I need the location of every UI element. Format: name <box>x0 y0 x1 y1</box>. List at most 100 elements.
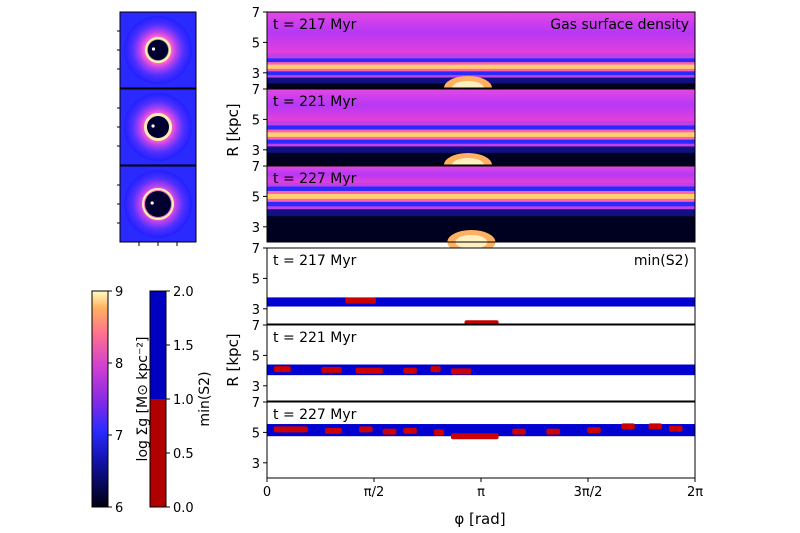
colorbar-tick-label: 9 <box>115 285 123 300</box>
s2-stable-band <box>267 297 695 307</box>
s2-unstable-segment <box>324 427 342 434</box>
y-tick-label: 3 <box>252 67 260 82</box>
gas-time-label: t = 217 Myr <box>273 17 357 33</box>
s2-time-label: t = 221 Myr <box>273 330 357 346</box>
colorbar-tick-label: 8 <box>115 357 123 372</box>
y-tick-label: 5 <box>252 349 260 364</box>
gas-time-label: t = 221 Myr <box>273 94 357 110</box>
y-tick-label: 5 <box>252 426 260 441</box>
gas-colorbar-label: log Σg [M⊙ kpc⁻²] <box>135 337 151 462</box>
y-tick-label: 7 <box>252 160 260 175</box>
gas-colorbar <box>91 290 109 508</box>
y-tick-label: 5 <box>252 272 260 287</box>
s2-unstable-segment <box>430 366 441 373</box>
colorbar-tick-label: 1.0 <box>173 393 194 408</box>
y-tick-label: 3 <box>252 457 260 472</box>
thumbnail-2 <box>117 88 197 166</box>
y-tick-label: 5 <box>252 36 260 51</box>
thumbnail-ring <box>142 188 174 220</box>
s2-panel-frame <box>266 247 696 325</box>
thumbnail-ring <box>144 113 172 141</box>
thumbnail-hole <box>147 116 169 138</box>
s2-unstable-segment <box>621 423 635 430</box>
thumbnail-center-dot <box>151 124 155 128</box>
y-tick-label: 3 <box>252 221 260 236</box>
colorbar-tick-label: 2.0 <box>173 285 194 300</box>
s2-unstable-segment <box>403 427 417 434</box>
s2-stable-band <box>267 424 695 437</box>
s2-unstable-segment <box>403 367 417 374</box>
s2-panel-frame <box>266 324 696 402</box>
colorbar-tick-label: 6 <box>115 501 123 516</box>
thumbnail-1 <box>117 11 197 89</box>
s2-colorbar-high <box>150 291 166 399</box>
colorbar-tick-label: 1.5 <box>173 339 194 354</box>
s2-unstable-segment <box>433 429 445 436</box>
thumbnail-center-dot <box>150 201 154 205</box>
gas-time-label: t = 227 Myr <box>273 171 357 187</box>
colorbar-tick-label: 0.5 <box>173 447 194 462</box>
gas-panel-title: Gas surface density <box>550 17 689 33</box>
gas-ring-peak <box>267 64 695 69</box>
bottom-ylabel: R [kpc] <box>224 333 242 386</box>
y-tick-label: 7 <box>252 6 260 21</box>
s2-stable-band <box>267 364 695 376</box>
s2-unstable-segment <box>512 428 526 435</box>
gas-panel-1: 3 5 7 t = 217 Myr Gas surface density <box>252 6 696 100</box>
gas-ring-peak <box>267 132 695 137</box>
s2-unstable-segment <box>345 297 376 304</box>
x-tick-label: 2π <box>687 485 703 500</box>
s2-panel-3: 3 5 7 t = 227 Myr <box>252 396 696 479</box>
s2-panel-1: 3 5 7 t = 217 Myr min(S2) <box>252 242 696 327</box>
s2-background <box>267 248 695 324</box>
x-tick-label: 3π/2 <box>574 485 603 500</box>
s2-unstable-segment <box>450 433 499 440</box>
face-on-thumbnails <box>117 11 197 246</box>
y-tick-label: 7 <box>252 83 260 98</box>
y-tick-label: 3 <box>252 303 260 318</box>
gas-outer-region <box>267 89 695 121</box>
s2-background <box>267 325 695 401</box>
s2-panel-title: min(S2) <box>634 253 689 269</box>
s2-colorbar-label: min(S2) <box>197 371 213 426</box>
s2-time-label: t = 217 Myr <box>273 253 357 269</box>
s2-panels: 3 5 7 t = 217 Myr min(S2) 3 5 7 t = 221 Myr 3 5 7 t … <box>252 242 703 500</box>
s2-unstable-segment <box>273 426 308 433</box>
colorbar-tick-label: 7 <box>115 429 123 444</box>
gas-density-panels: 3 5 7 t = 217 Myr Gas surface density 3 5 7 t = … <box>252 6 696 254</box>
y-tick-label: 5 <box>252 113 260 128</box>
s2-unstable-segment <box>273 366 291 373</box>
xlabel: φ [rad] <box>454 510 505 528</box>
s2-unstable-segment <box>648 423 663 430</box>
s2-unstable-segment <box>382 428 397 435</box>
gas-ring-peak <box>267 193 695 199</box>
s2-colorbar-low <box>150 399 166 507</box>
gas-outer-region <box>267 166 695 183</box>
s2-unstable-segment <box>450 368 472 375</box>
s2-unstable-segment <box>358 426 373 433</box>
x-tick-label: 0 <box>263 485 271 500</box>
gas-panel-frame <box>266 88 696 166</box>
thumbnail-hole <box>145 191 171 217</box>
thumbnail-3 <box>117 165 197 243</box>
s2-panel-2: 3 5 7 t = 221 Myr <box>252 319 696 402</box>
s2-unstable-segment <box>587 427 601 434</box>
s2-unstable-segment <box>355 367 383 374</box>
s2-unstable-segment <box>668 425 683 432</box>
y-tick-label: 7 <box>252 319 260 334</box>
y-tick-label: 7 <box>252 396 260 411</box>
top-ylabel: R [kpc] <box>224 103 242 156</box>
y-tick-label: 5 <box>252 190 260 205</box>
gas-panel-2: 3 5 7 t = 221 Myr <box>252 83 696 177</box>
x-tick-label: π <box>477 485 485 500</box>
gas-panel-frame <box>266 11 696 89</box>
gas-panel-3: 3 5 7 t = 227 Myr <box>252 160 696 254</box>
s2-time-label: t = 227 Myr <box>273 407 357 423</box>
s2-unstable-segment <box>321 366 342 373</box>
colorbars: 6 7 8 9 log Σg [M⊙ kpc⁻²] 0.0 0.5 1.0 1.5 2.0 min(… <box>91 285 213 516</box>
gas-panel-frame <box>266 165 696 243</box>
s2-background <box>267 402 695 478</box>
y-tick-label: 7 <box>252 242 260 257</box>
s2-unstable-segment <box>546 428 560 435</box>
